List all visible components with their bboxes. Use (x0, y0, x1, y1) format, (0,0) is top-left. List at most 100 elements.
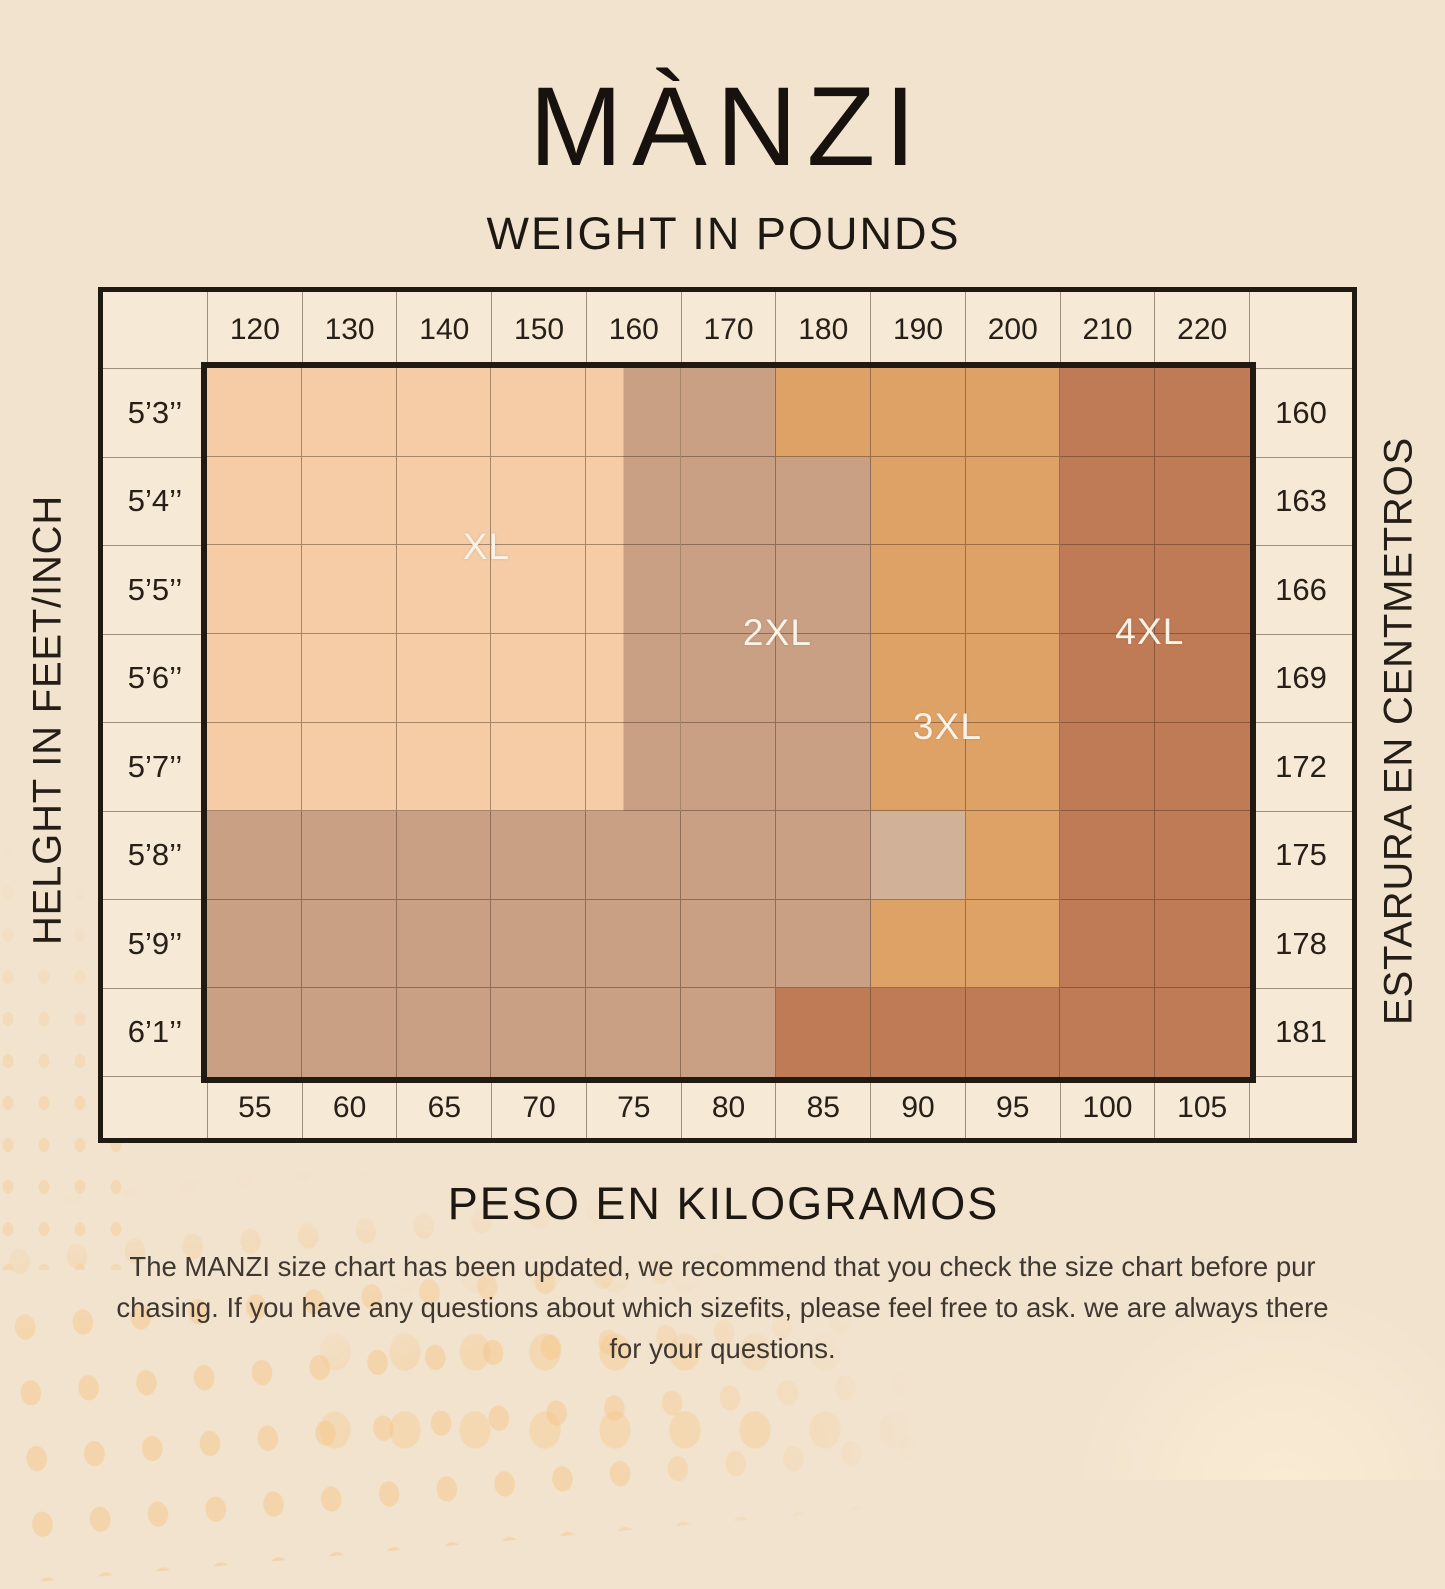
size-cell (396, 633, 492, 723)
size-cell (775, 633, 871, 723)
size-cell (491, 633, 587, 723)
kilograms-footer-row: 55 60 65 70 75 80 85 90 95 100 105 (207, 1077, 1250, 1138)
pounds-value-cell: 160 (585, 292, 681, 368)
size-cell (870, 722, 966, 812)
size-cell (301, 722, 397, 812)
centimeters-value-cell: 163 (1250, 456, 1352, 546)
size-cell (586, 545, 682, 634)
feet-inch-value-cell: 5’9’’ (103, 899, 207, 988)
size-cell (775, 722, 871, 812)
size-cell (1155, 633, 1250, 723)
size-cell (1155, 368, 1250, 457)
size-cell (775, 988, 871, 1077)
size-cell (301, 545, 397, 634)
kilograms-value-cell: 70 (491, 1077, 586, 1138)
size-cell (207, 899, 302, 989)
disclaimer-line: for your questions. (609, 1333, 836, 1364)
size-cell (1060, 368, 1156, 457)
size-cell (681, 811, 776, 900)
kilograms-value-cell: 90 (870, 1077, 965, 1138)
size-cell (301, 633, 397, 723)
feet-inch-value-cell: 5’4’’ (103, 456, 207, 546)
size-cell (491, 899, 587, 989)
size-cell (207, 545, 302, 634)
size-cell (207, 368, 302, 457)
pounds-value-cell: 210 (1059, 292, 1155, 368)
size-cell (207, 811, 302, 900)
kilograms-value-cell: 75 (585, 1077, 681, 1138)
size-cell (681, 633, 776, 723)
peso-en-kilogramos-title: PESO EN KILOGRAMOS (447, 1178, 1000, 1229)
size-cell (586, 368, 682, 457)
size-cell (586, 899, 682, 989)
size-cell (586, 633, 682, 723)
centimeters-label-column: 160 163 166 169 172 175 178 181 (1249, 368, 1352, 1077)
size-cell (301, 368, 397, 457)
kilograms-value-cell: 105 (1154, 1077, 1249, 1138)
size-cell (396, 988, 492, 1077)
size-cell (1060, 633, 1156, 723)
size-cell (870, 545, 966, 634)
disclaimer-line: The MANZI size chart has been updated, w… (129, 1251, 1316, 1282)
size-cell (1060, 899, 1156, 989)
size-cell (870, 811, 966, 900)
size-cell (1155, 899, 1250, 989)
centimeters-value-cell: 160 (1275, 394, 1327, 430)
size-cell (491, 988, 587, 1077)
feet-inch-value-cell: 6’1’’ (103, 987, 207, 1077)
size-cell (870, 988, 966, 1077)
size-cell (396, 456, 492, 546)
size-cell (207, 456, 302, 546)
size-cell (870, 368, 966, 457)
size-cell (965, 368, 1061, 457)
size-cell (775, 368, 871, 457)
size-cell (207, 988, 302, 1077)
centimeters-value-cell: 166 (1250, 545, 1352, 634)
size-cell (775, 456, 871, 546)
size-cell (396, 811, 492, 900)
size-cell (1155, 988, 1250, 1077)
size-cell (1060, 545, 1156, 634)
size-cell (1060, 722, 1156, 812)
size-cell (965, 456, 1061, 546)
size-cell (965, 811, 1061, 900)
feet-inch-value-cell: 5’8’’ (103, 810, 207, 900)
pounds-value-cell: 190 (870, 292, 965, 368)
size-cell (681, 545, 776, 634)
size-cell (586, 722, 682, 812)
centimeters-value-cell: 169 (1250, 633, 1352, 723)
size-cell (586, 456, 682, 546)
feet-inch-value-cell: 5’3’’ (127, 394, 183, 430)
size-cell (491, 368, 587, 457)
size-cell (491, 456, 587, 546)
size-cell (1155, 545, 1250, 634)
centimeters-value-cell: 178 (1250, 899, 1352, 988)
size-cell (301, 899, 397, 989)
size-cell (301, 988, 397, 1077)
weight-in-pounds-title: WEIGHT IN POUNDS (486, 208, 961, 259)
pounds-value-cell: 140 (396, 292, 491, 368)
size-cell (1060, 811, 1156, 900)
size-cell (491, 722, 587, 812)
size-cell (1060, 456, 1156, 546)
size-cell (301, 456, 397, 546)
pounds-value-cell: 150 (491, 292, 586, 368)
size-cell (1155, 722, 1250, 812)
size-cell (396, 545, 492, 634)
size-grid (207, 368, 1250, 1077)
size-cell (775, 899, 871, 989)
size-cell (965, 633, 1061, 723)
feet-inch-value-cell: 5’5’’ (103, 545, 207, 634)
size-cell (681, 899, 776, 989)
pounds-header-row: 120 130 140 150 160 170 180 190 200 210 220 (207, 292, 1250, 368)
kilograms-value-cell: 60 (301, 1077, 397, 1138)
size-cell (681, 722, 776, 812)
size-cell (1060, 988, 1156, 1077)
size-cell (396, 722, 492, 812)
size-cell (1155, 456, 1250, 546)
size-cell (870, 456, 966, 546)
kilograms-value-cell: 80 (680, 1077, 776, 1138)
kilograms-value-cell: 100 (1059, 1077, 1155, 1138)
feet-inch-value-cell: 5’7’’ (103, 722, 207, 811)
size-cell (965, 545, 1061, 634)
